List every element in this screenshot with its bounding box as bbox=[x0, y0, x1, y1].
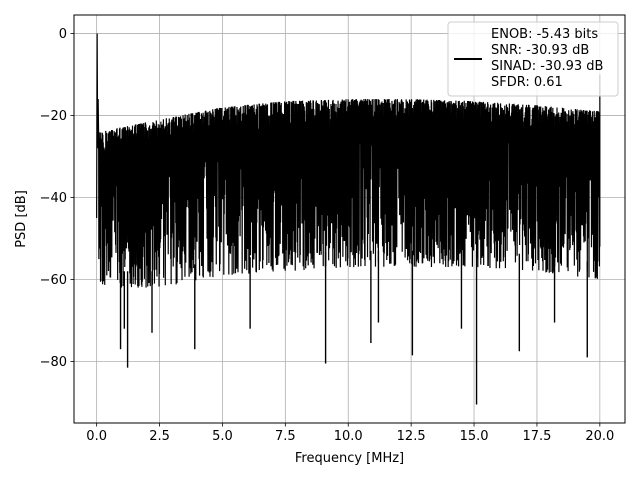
x-tick-label: 17.5 bbox=[522, 429, 551, 444]
x-tick-label: 10.0 bbox=[334, 429, 363, 444]
y-tick-label: −40 bbox=[40, 191, 67, 206]
x-tick-label: 12.5 bbox=[397, 429, 426, 444]
x-tick-label: 0.0 bbox=[86, 429, 107, 444]
legend-entry-snr: SNR: -30.93 dB bbox=[491, 43, 589, 58]
x-axis-label: Frequency [MHz] bbox=[295, 451, 404, 466]
legend-entry-sinad: SINAD: -30.93 dB bbox=[491, 59, 603, 74]
x-tick-label: 15.0 bbox=[460, 429, 489, 444]
x-tick-label: 20.0 bbox=[585, 429, 614, 444]
y-tick-label: −80 bbox=[40, 355, 67, 370]
legend-box bbox=[447, 21, 619, 97]
psd-series-line bbox=[96, 33, 601, 288]
y-tick-label: −60 bbox=[40, 273, 67, 288]
y-axis-label: PSD [dB] bbox=[14, 190, 29, 248]
legend-entry-enob: ENOB: -5.43 bits bbox=[491, 27, 598, 42]
psd-trace bbox=[96, 33, 601, 405]
plot-frame bbox=[73, 14, 626, 424]
y-tick-label: 0 bbox=[59, 27, 67, 42]
legend: ENOB: -5.43 bits SNR: -30.93 dB SINAD: -… bbox=[447, 21, 619, 97]
x-tick-label: 2.5 bbox=[149, 429, 170, 444]
x-tick-label: 7.5 bbox=[275, 429, 296, 444]
x-tick-label: 5.0 bbox=[212, 429, 233, 444]
legend-entry-sfdr: SFDR: 0.61 bbox=[491, 75, 563, 90]
y-tick-label: −20 bbox=[40, 109, 67, 124]
axis-ticks: 0.0 2.5 5.0 7.5 10.0 12.5 15.0 17.5 20.0 0 −20 −40 −… bbox=[40, 27, 615, 444]
